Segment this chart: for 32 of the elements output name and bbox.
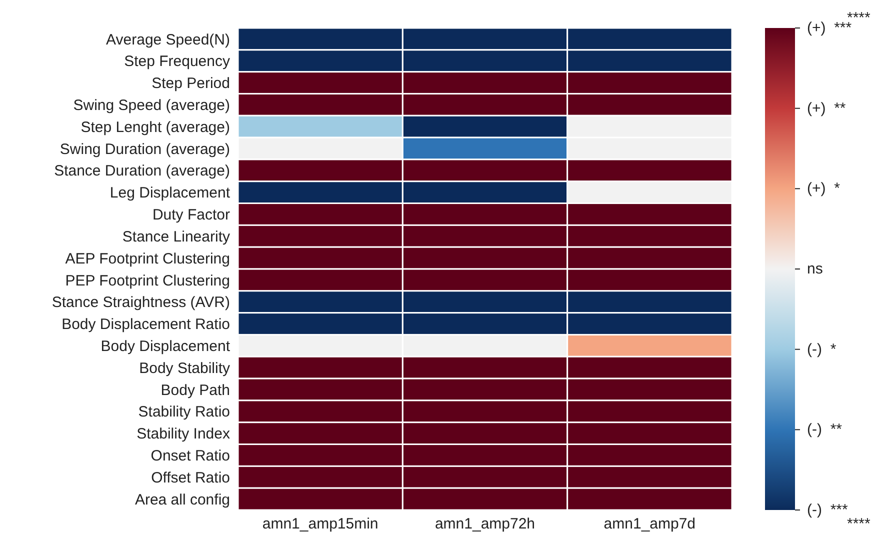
y-tick-label: Leg Displacement	[110, 184, 231, 202]
y-tick-label: Swing Speed (average)	[73, 97, 230, 114]
y-tick-label: Body Path	[160, 382, 230, 399]
y-tick-label: Duty Factor	[152, 206, 230, 224]
y-tick-label: Offset Ratio	[151, 469, 230, 486]
y-tick-label: Stance Duration (average)	[54, 162, 230, 180]
text: ****	[847, 516, 871, 532]
y-tick-label: PEP Footprint Clustering	[65, 272, 230, 290]
color-bar-label: (-) **	[807, 421, 842, 438]
y-tick-label: Step Frequency	[124, 53, 230, 70]
y-tick-label: Body Displacement Ratio	[62, 316, 230, 334]
x-tick-label: amn1_amp7d	[604, 516, 696, 533]
y-tick-label: Step Lenght (average)	[80, 118, 230, 136]
y-tick-label: Body Displacement	[100, 338, 231, 356]
y-tick-label: Area all config	[134, 491, 230, 508]
y-tick-label: Swing Duration (average)	[60, 140, 230, 158]
color-bar-label: (-) *	[807, 340, 836, 358]
color-bar-label: ns	[807, 260, 823, 278]
y-tick-label: Onset Ratio	[150, 448, 230, 465]
y-tick-label: AEP Footprint Clustering	[65, 250, 230, 268]
x-tick-label: amn1_amp15min	[262, 516, 378, 533]
y-tick-label: Stability Ratio	[138, 404, 230, 421]
y-tick-label: Stability Index	[136, 426, 230, 443]
y-tick-label: Average Speed(N)	[106, 31, 230, 48]
y-tick-label: Body Stability	[139, 360, 230, 377]
color-bar-label: (+) **	[807, 100, 846, 117]
y-tick-label: Step Period	[152, 75, 230, 92]
x-tick-label: amn1_amp72h	[434, 516, 536, 533]
color-bar-label: (+) *	[807, 180, 840, 198]
y-tick-label: Stance Linearity	[122, 228, 230, 246]
y-tick-label: Stance Straightness (AVR)	[52, 294, 230, 312]
color-bar-label: (-) ***	[807, 502, 848, 518]
